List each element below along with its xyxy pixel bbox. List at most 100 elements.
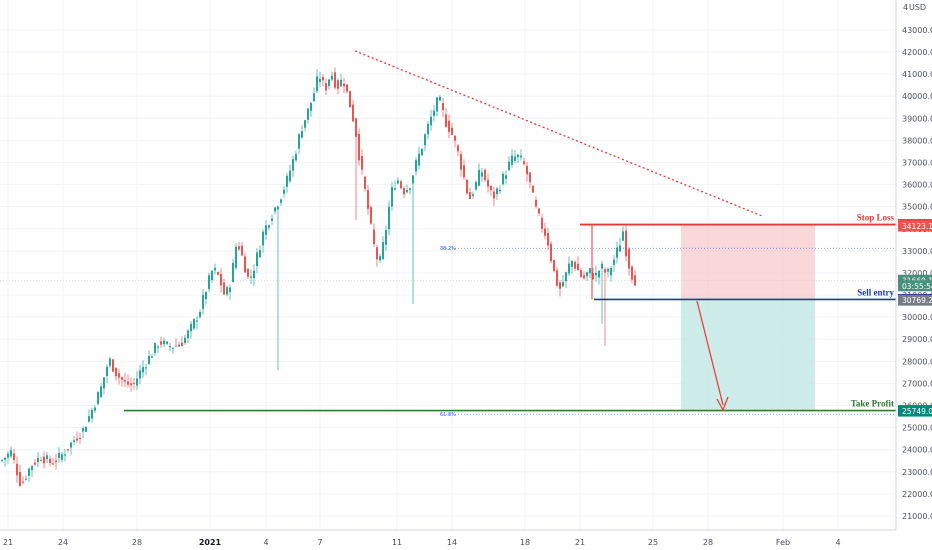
candle-body bbox=[553, 259, 555, 271]
candle-body bbox=[505, 175, 507, 179]
candle-body bbox=[421, 148, 423, 156]
candle-body bbox=[364, 176, 366, 189]
candle-body bbox=[160, 341, 162, 345]
price-tick-label: 35000.00 bbox=[902, 203, 932, 212]
candle-body bbox=[58, 452, 60, 459]
candle-body bbox=[109, 358, 111, 366]
candle-body bbox=[514, 156, 516, 161]
candle-body bbox=[631, 266, 633, 280]
candle-body bbox=[193, 319, 195, 329]
candlestick-series bbox=[1, 67, 636, 488]
candle-body bbox=[148, 356, 150, 364]
candle-body bbox=[388, 206, 390, 230]
price-tag bbox=[898, 405, 932, 417]
candle-body bbox=[448, 120, 450, 133]
price-axis[interactable]: 4 USD 21000.00 22000.00 23000.00 24000.00 25… bbox=[895, 0, 932, 530]
candle-body bbox=[559, 282, 561, 289]
arrow-head-icon bbox=[716, 396, 729, 412]
annotation-labels: Stop Loss Sell entry Take Profit 38.2% 6… bbox=[440, 213, 894, 419]
candle-body bbox=[49, 458, 51, 463]
position-zones bbox=[681, 224, 815, 411]
candle-body bbox=[580, 270, 582, 277]
candle-body bbox=[313, 93, 315, 102]
candle-body bbox=[280, 199, 282, 203]
candle-body bbox=[484, 169, 486, 181]
candle-body bbox=[544, 228, 546, 236]
time-tick-label: 7 bbox=[317, 538, 322, 547]
candle-body bbox=[382, 242, 384, 260]
candle-body bbox=[496, 188, 498, 195]
candle-body bbox=[253, 270, 255, 279]
candle-body bbox=[571, 260, 573, 267]
take-profit-label: Take Profit bbox=[851, 399, 894, 409]
candle-body bbox=[202, 294, 204, 309]
time-tick-label: 25 bbox=[648, 538, 658, 547]
candle-body bbox=[334, 72, 336, 88]
price-tick-label: 25000.00 bbox=[902, 424, 932, 433]
candle-body bbox=[295, 153, 297, 161]
time-tick-label: 28 bbox=[132, 538, 142, 547]
candle-body bbox=[40, 460, 42, 462]
price-tick-label: 22000.00 bbox=[902, 490, 932, 499]
candle-body bbox=[16, 463, 18, 476]
candle-body bbox=[7, 453, 9, 458]
price-tick-label: 37000.00 bbox=[902, 158, 932, 167]
candle-body bbox=[232, 262, 234, 283]
price-tick-label: 40000.00 bbox=[902, 92, 932, 101]
candle-body bbox=[547, 232, 549, 246]
candle-body bbox=[265, 225, 267, 235]
candle-body bbox=[46, 455, 48, 460]
time-axis[interactable]: 21 24 28 2021 4 7 11 14 18 21 25 28 Feb 4 bbox=[0, 529, 896, 547]
candle-body bbox=[67, 449, 69, 451]
fib-level-label: 61.8% bbox=[440, 412, 456, 418]
candle-body bbox=[451, 127, 453, 135]
price-tick-label: 41000.00 bbox=[902, 70, 932, 79]
time-tick-label: 18 bbox=[520, 538, 530, 547]
candle-body bbox=[595, 272, 597, 276]
candle-body bbox=[391, 187, 393, 207]
candle-body bbox=[466, 179, 468, 194]
candle-body bbox=[442, 103, 444, 110]
candle-body bbox=[331, 75, 333, 80]
candle-body bbox=[523, 161, 525, 165]
candle-body bbox=[1, 459, 3, 461]
candle-body bbox=[286, 175, 288, 187]
candle-body bbox=[205, 291, 207, 300]
candle-body bbox=[34, 462, 36, 465]
candle-body bbox=[343, 83, 345, 87]
candle-body bbox=[487, 179, 489, 187]
candle-body bbox=[370, 207, 372, 224]
currency-label: USD bbox=[909, 3, 926, 12]
candle-body bbox=[79, 437, 81, 439]
price-tick-label: 24000.00 bbox=[902, 446, 932, 455]
candle-body bbox=[271, 218, 273, 221]
candle-body bbox=[310, 102, 312, 111]
candle-body bbox=[535, 199, 537, 207]
candle-body bbox=[490, 185, 492, 191]
price-tick-label: 27000.00 bbox=[902, 379, 932, 388]
candle-body bbox=[4, 457, 6, 460]
candle-body bbox=[166, 341, 168, 344]
price-tick-label: 43000.00 bbox=[902, 26, 932, 35]
candle-body bbox=[55, 460, 57, 463]
candle-body bbox=[481, 172, 483, 177]
candle-body bbox=[31, 465, 33, 470]
candle-body bbox=[37, 457, 39, 463]
sell-entry-label: Sell entry bbox=[857, 287, 894, 297]
candle-body bbox=[346, 84, 348, 92]
candle-body bbox=[379, 256, 381, 261]
candle-body bbox=[100, 386, 102, 398]
candle-body bbox=[607, 268, 609, 272]
candle-body bbox=[307, 108, 309, 120]
descending-trendline bbox=[354, 50, 763, 217]
candle-body bbox=[199, 311, 201, 318]
candle-body bbox=[256, 252, 258, 266]
time-tick-label: 28 bbox=[703, 538, 713, 547]
candle-body bbox=[355, 118, 357, 137]
candle-body bbox=[226, 287, 228, 295]
candle-body bbox=[508, 161, 510, 171]
candle-body bbox=[454, 135, 456, 141]
candle-body bbox=[136, 378, 138, 386]
projection-arrow bbox=[696, 300, 724, 406]
